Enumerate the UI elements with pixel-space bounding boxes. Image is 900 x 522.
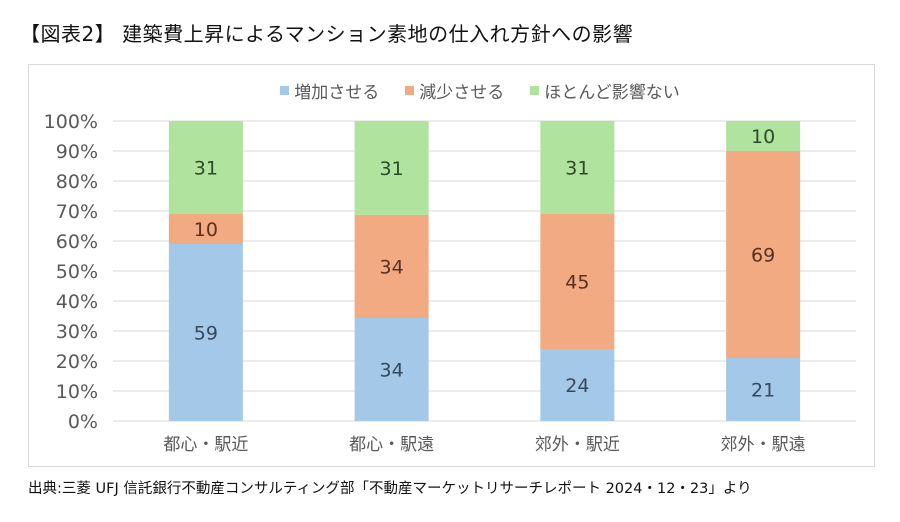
y-tick-label: 60%	[56, 231, 98, 253]
chart-frame	[28, 64, 875, 467]
bar-segment	[540, 349, 615, 421]
bar-segment	[354, 214, 429, 318]
x-tick-label: 都心・駅遠	[349, 435, 434, 455]
data-label: 31	[565, 158, 589, 180]
data-label: 31	[380, 158, 404, 180]
y-tick-label: 30%	[56, 321, 98, 343]
x-tick-label: 都心・駅近	[163, 435, 248, 455]
bar-segment	[168, 121, 243, 214]
data-label: 10	[194, 219, 218, 241]
data-label: 34	[380, 256, 404, 278]
data-label: 10	[751, 126, 775, 148]
legend-swatch-no-effect	[530, 86, 540, 95]
bar-segment	[540, 214, 615, 349]
bar-segment	[354, 121, 429, 215]
source-note: 出典:三菱 UFJ 信託銀行不動産コンサルティング部「不動産マーケットリサーチレ…	[28, 481, 752, 497]
legend-label-decrease: 減少させる	[419, 83, 505, 103]
y-tick-label: 20%	[56, 351, 98, 373]
data-label: 34	[380, 359, 404, 381]
legend: 増加させる 減少させる ほとんど影響ない	[0, 78, 900, 103]
chart-title: 【図表2】 建築費上昇によるマンション素地の仕入れ方針への影響	[20, 22, 634, 46]
bar-segment	[726, 151, 801, 358]
legend-label-no-effect: ほとんど影響ない	[544, 83, 680, 103]
bar-segment	[354, 317, 429, 421]
bar-segment	[726, 121, 801, 151]
legend-label-increase: 増加させる	[294, 83, 380, 103]
data-label: 21	[751, 380, 775, 402]
data-label: 24	[565, 375, 589, 397]
legend-swatch-decrease	[405, 86, 415, 95]
legend-item-no-effect: ほとんど影響ない	[530, 78, 680, 103]
legend-swatch-increase	[280, 86, 290, 95]
bar-segment	[168, 244, 243, 421]
x-tick-label: 郊外・駅遠	[721, 435, 806, 455]
y-tick-label: 50%	[56, 261, 98, 283]
bar-segment	[168, 214, 243, 244]
data-label: 31	[194, 158, 218, 180]
y-tick-label: 70%	[56, 201, 98, 223]
legend-item-decrease: 減少させる	[405, 78, 504, 103]
y-tick-label: 100%	[44, 111, 98, 133]
data-label: 45	[565, 272, 589, 294]
bar-segment	[540, 121, 615, 214]
bar-segment	[726, 358, 801, 421]
y-tick-label: 10%	[56, 381, 98, 403]
data-label: 59	[194, 323, 218, 345]
y-tick-label: 40%	[56, 291, 98, 313]
y-tick-label: 0%	[68, 411, 98, 433]
legend-item-increase: 増加させる	[280, 78, 379, 103]
y-tick-label: 80%	[56, 171, 98, 193]
y-tick-label: 90%	[56, 141, 98, 163]
data-label: 69	[751, 245, 775, 267]
x-tick-label: 郊外・駅近	[535, 435, 620, 455]
